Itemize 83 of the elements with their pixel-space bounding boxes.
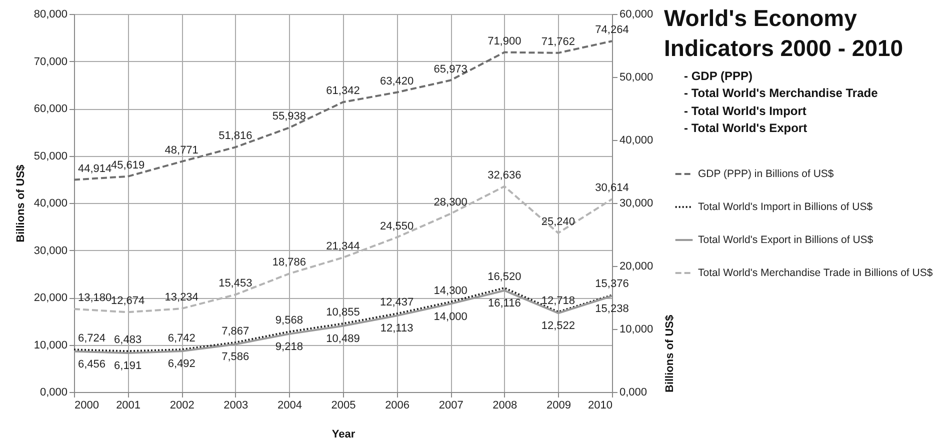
data-label: 18,786 [272,256,306,269]
y-tick-label: 50,000 [34,150,68,162]
legend-label: Total World's Import in Billions of US$ [698,201,873,213]
text: - GDP (PPP) [684,68,754,85]
data-label: 6,724 [78,332,106,345]
data-label: 6,456 [78,358,106,370]
x-tick-label: 2001 [116,400,141,412]
y2-tick-label: 20,000 [620,260,654,272]
text: World's Economy Indicators 2000 - 2010 [664,4,904,63]
data-label: 21,344 [326,240,360,253]
data-label: 55,938 [272,110,306,123]
data-label: 63,420 [380,75,414,88]
data-label: 15,376 [595,278,629,290]
data-label: 12,674 [110,295,145,308]
y2-tick-label: 10,000 [620,324,654,336]
data-label: 12,522 [541,320,576,332]
data-label: 6,483 [114,334,142,346]
data-label: 12,437 [380,296,414,309]
x-tick-label: 2006 [385,400,410,412]
x-axis-title: Year [332,428,356,440]
y-tick-label: 80,000 [34,8,68,20]
data-label: 71,762 [541,36,576,48]
y-axis-title: Billions of US$ [14,164,27,242]
y-tick-label: 20,000 [34,292,68,304]
x-tick-label: 2000 [74,400,99,412]
y2-tick-label: 60,000 [620,8,654,20]
y2-tick-label: 40,000 [620,134,654,146]
y-tick-label: 0,000 [40,386,68,398]
legend-label: Total World's Merchandise Trade in Billions of US$ [698,267,933,279]
data-label: 14,300 [434,284,468,297]
data-label: 9,218 [275,340,303,353]
data-label: 13,180 [78,292,112,304]
data-label: 14,000 [434,310,468,323]
x-tick-label: 2009 [546,400,571,412]
data-label: 65,973 [434,63,468,76]
data-label: 48,771 [164,144,198,157]
x-tick-label: 2002 [170,400,194,412]
data-label: 15,238 [595,303,629,315]
data-label: 51,816 [218,130,252,142]
y2-tick-label: 30,000 [620,198,654,210]
y-tick-label: 70,000 [34,56,68,68]
data-label: 10,489 [326,332,360,345]
data-label: 71,900 [488,35,522,48]
y-tick-label: 40,000 [34,198,68,210]
data-label: 44,914 [78,162,112,175]
data-label: 16,116 [488,297,521,310]
text: - Total World's Export [684,120,808,138]
data-label: 32,636 [488,169,522,182]
x-tick-label: 2008 [492,400,518,412]
data-label: 10,855 [326,306,360,319]
data-label: 6,742 [168,332,196,345]
x-tick-label: 2010 [588,400,612,412]
data-label: 30,614 [595,182,629,194]
text: - Total World's Import [684,102,808,120]
x-tick-label: 2004 [277,400,302,412]
text: - Total World's Merchandise Trade [684,85,878,102]
legend-label: Total World's Export in Billions of US$ [698,234,874,246]
data-label: 45,619 [110,159,145,172]
data-label: 15,453 [218,278,252,290]
data-label: 16,520 [488,270,522,283]
y-tick-label: 30,000 [34,244,68,257]
data-label: 24,550 [380,220,414,232]
y2-tick-label: 50,000 [620,72,654,84]
data-label: 12,718 [541,294,576,307]
y2-tick-label: 0,000 [620,386,648,398]
y-tick-label: 60,000 [34,103,68,115]
data-label: 7,867 [222,325,250,338]
x-tick-label: 2003 [224,400,248,412]
data-label: 61,342 [326,85,360,98]
x-tick-label: 2005 [331,400,356,412]
data-label: 13,234 [164,292,198,304]
x-tick-label: 2007 [438,400,464,412]
data-label: 6,492 [168,358,196,370]
data-label: 7,586 [222,351,250,364]
data-label: 28,300 [434,196,468,209]
data-label: 12,113 [380,322,414,335]
data-label: 9,568 [275,314,303,327]
data-label: 6,191 [114,360,142,372]
y2-axis-title: Billions of US$ [664,314,676,392]
data-label: 25,240 [541,216,576,228]
y-tick-label: 10,000 [34,339,68,352]
legend-label: GDP (PPP) in Billions of US$ [698,168,834,180]
data-label: 74,264 [595,24,629,36]
